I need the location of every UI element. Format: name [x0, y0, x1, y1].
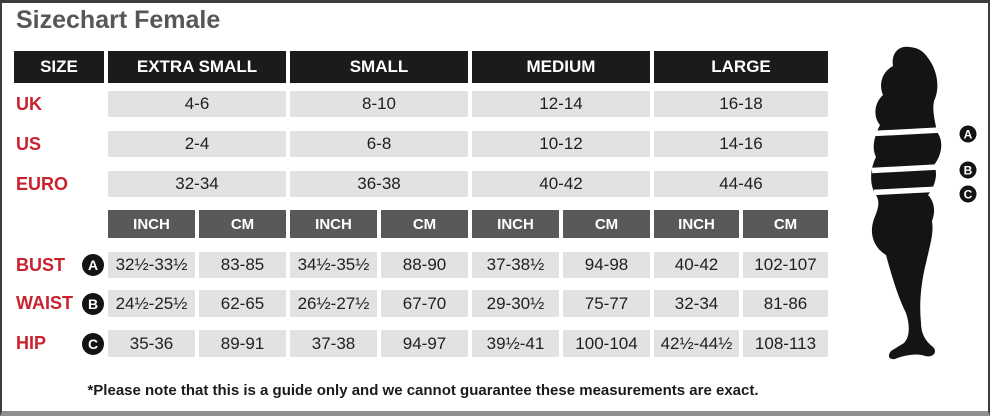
cell-waist-l-cm: 81-86 [743, 290, 828, 317]
figure-marker-b-circle [959, 161, 977, 179]
table-row-waist: WAIST B 24½-25½ 62-65 26½-27½ 67-70 29-3… [14, 290, 832, 317]
unit-header-cm: CM [563, 210, 650, 238]
cell-waist-xs-cm: 62-65 [199, 290, 286, 317]
table-row-euro: EURO 32-34 36-38 40-42 44-46 [14, 171, 832, 197]
cell-us-l: 14-16 [654, 131, 828, 157]
cell-hip-xs-inch: 35-36 [108, 330, 195, 357]
cell-uk-l: 16-18 [654, 91, 828, 117]
page-title: Sizechart Female [16, 6, 221, 34]
figure-markers: A B C [959, 125, 977, 203]
hip-gap-line [873, 186, 939, 196]
cell-waist-s-cm: 67-70 [381, 290, 468, 317]
cell-bust-m-cm: 94-98 [563, 252, 650, 278]
cell-hip-m-cm: 100-104 [563, 330, 650, 357]
marker-a-badge: A [82, 254, 104, 276]
cell-euro-m: 40-42 [472, 171, 650, 197]
units-spacer [14, 210, 104, 238]
cell-hip-xs-cm: 89-91 [199, 330, 286, 357]
cell-waist-s-inch: 26½-27½ [290, 290, 377, 317]
table-row-bust: BUST A 32½-33½ 83-85 34½-35½ 88-90 37-38… [14, 252, 832, 278]
table-row-uk: UK 4-6 8-10 12-14 16-18 [14, 91, 832, 117]
cell-us-xs: 2-4 [108, 131, 286, 157]
figure-marker-a-circle [959, 125, 977, 143]
cell-hip-s-cm: 94-97 [381, 330, 468, 357]
marker-b-badge: B [82, 292, 104, 315]
row-label-us: US [16, 133, 42, 154]
cell-euro-l: 44-46 [654, 171, 828, 197]
cell-us-s: 6-8 [290, 131, 468, 157]
table-row-us: US 2-4 6-8 10-12 14-16 [14, 131, 832, 157]
row-label-uk: UK [16, 93, 42, 114]
unit-header-inch: INCH [290, 210, 377, 238]
cell-bust-m-inch: 37-38½ [472, 252, 559, 278]
unit-header-inch: INCH [472, 210, 559, 238]
cell-bust-s-cm: 88-90 [381, 252, 468, 278]
bust-gap-line [867, 126, 947, 137]
figure-marker-c: C [964, 188, 973, 202]
cell-uk-m: 12-14 [472, 91, 650, 117]
row-label-waist: WAIST [16, 293, 73, 313]
row-label-waist-group: WAIST B [14, 290, 104, 317]
units-pair-s: INCH CM [290, 210, 468, 238]
cell-hip-s-inch: 37-38 [290, 330, 377, 357]
cell-bust-s-inch: 34½-35½ [290, 252, 377, 278]
figure-marker-b: B [964, 164, 973, 178]
figure-marker-a: A [964, 128, 973, 142]
table-row-hip: HIP C 35-36 89-91 37-38 94-97 39½-41 100… [14, 330, 832, 357]
unit-header-inch: INCH [654, 210, 739, 238]
col-header-small: SMALL [290, 51, 468, 83]
cell-hip-l-cm: 108-113 [743, 330, 828, 357]
figure-marker-c-circle [959, 185, 977, 203]
row-label-hip: HIP [16, 333, 47, 353]
col-header-medium: MEDIUM [472, 51, 650, 83]
row-label-hip-group: HIP C [14, 330, 104, 357]
header-row: SIZE EXTRA SMALL SMALL MEDIUM LARGE [14, 51, 832, 83]
cell-bust-l-cm: 102-107 [743, 252, 828, 278]
cell-waist-m-inch: 29-30½ [472, 290, 559, 317]
unit-header-cm: CM [743, 210, 828, 238]
units-header-row: INCH CM INCH CM INCH CM INCH CM [14, 210, 832, 238]
unit-header-cm: CM [199, 210, 286, 238]
row-label-bust-group: BUST A [14, 252, 104, 278]
col-header-extra-small: EXTRA SMALL [108, 51, 286, 83]
disclaimer-note: *Please note that this is a guide only a… [87, 382, 759, 399]
unit-header-cm: CM [381, 210, 468, 238]
cell-bust-xs-inch: 32½-33½ [108, 252, 195, 278]
row-label-bust: BUST [16, 254, 65, 275]
cell-euro-xs: 32-34 [108, 171, 286, 197]
cell-hip-m-inch: 39½-41 [472, 330, 559, 357]
cell-bust-l-inch: 40-42 [654, 252, 739, 278]
cell-hip-l-inch: 42½-44½ [654, 330, 739, 357]
cell-waist-xs-inch: 24½-25½ [108, 290, 195, 317]
col-header-large: LARGE [654, 51, 828, 83]
row-label-euro: EURO [16, 173, 69, 194]
units-pair-m: INCH CM [472, 210, 650, 238]
female-silhouette-icon: A B C [867, 46, 977, 360]
unit-header-inch: INCH [108, 210, 195, 238]
cell-uk-xs: 4-6 [108, 91, 286, 117]
units-pair-l: INCH CM [654, 210, 828, 238]
waist-gap-line [871, 164, 939, 174]
marker-c-badge: C [82, 332, 104, 355]
cell-waist-m-cm: 75-77 [563, 290, 650, 317]
col-header-size: SIZE [14, 51, 104, 83]
units-pair-xs: INCH CM [108, 210, 286, 238]
cell-us-m: 10-12 [472, 131, 650, 157]
silhouette-body [871, 46, 942, 360]
cell-waist-l-inch: 32-34 [654, 290, 739, 317]
sizechart-table: SIZE EXTRA SMALL SMALL MEDIUM LARGE UK 4… [14, 51, 832, 357]
cell-uk-s: 8-10 [290, 91, 468, 117]
cell-euro-s: 36-38 [290, 171, 468, 197]
cell-bust-xs-cm: 83-85 [199, 252, 286, 278]
